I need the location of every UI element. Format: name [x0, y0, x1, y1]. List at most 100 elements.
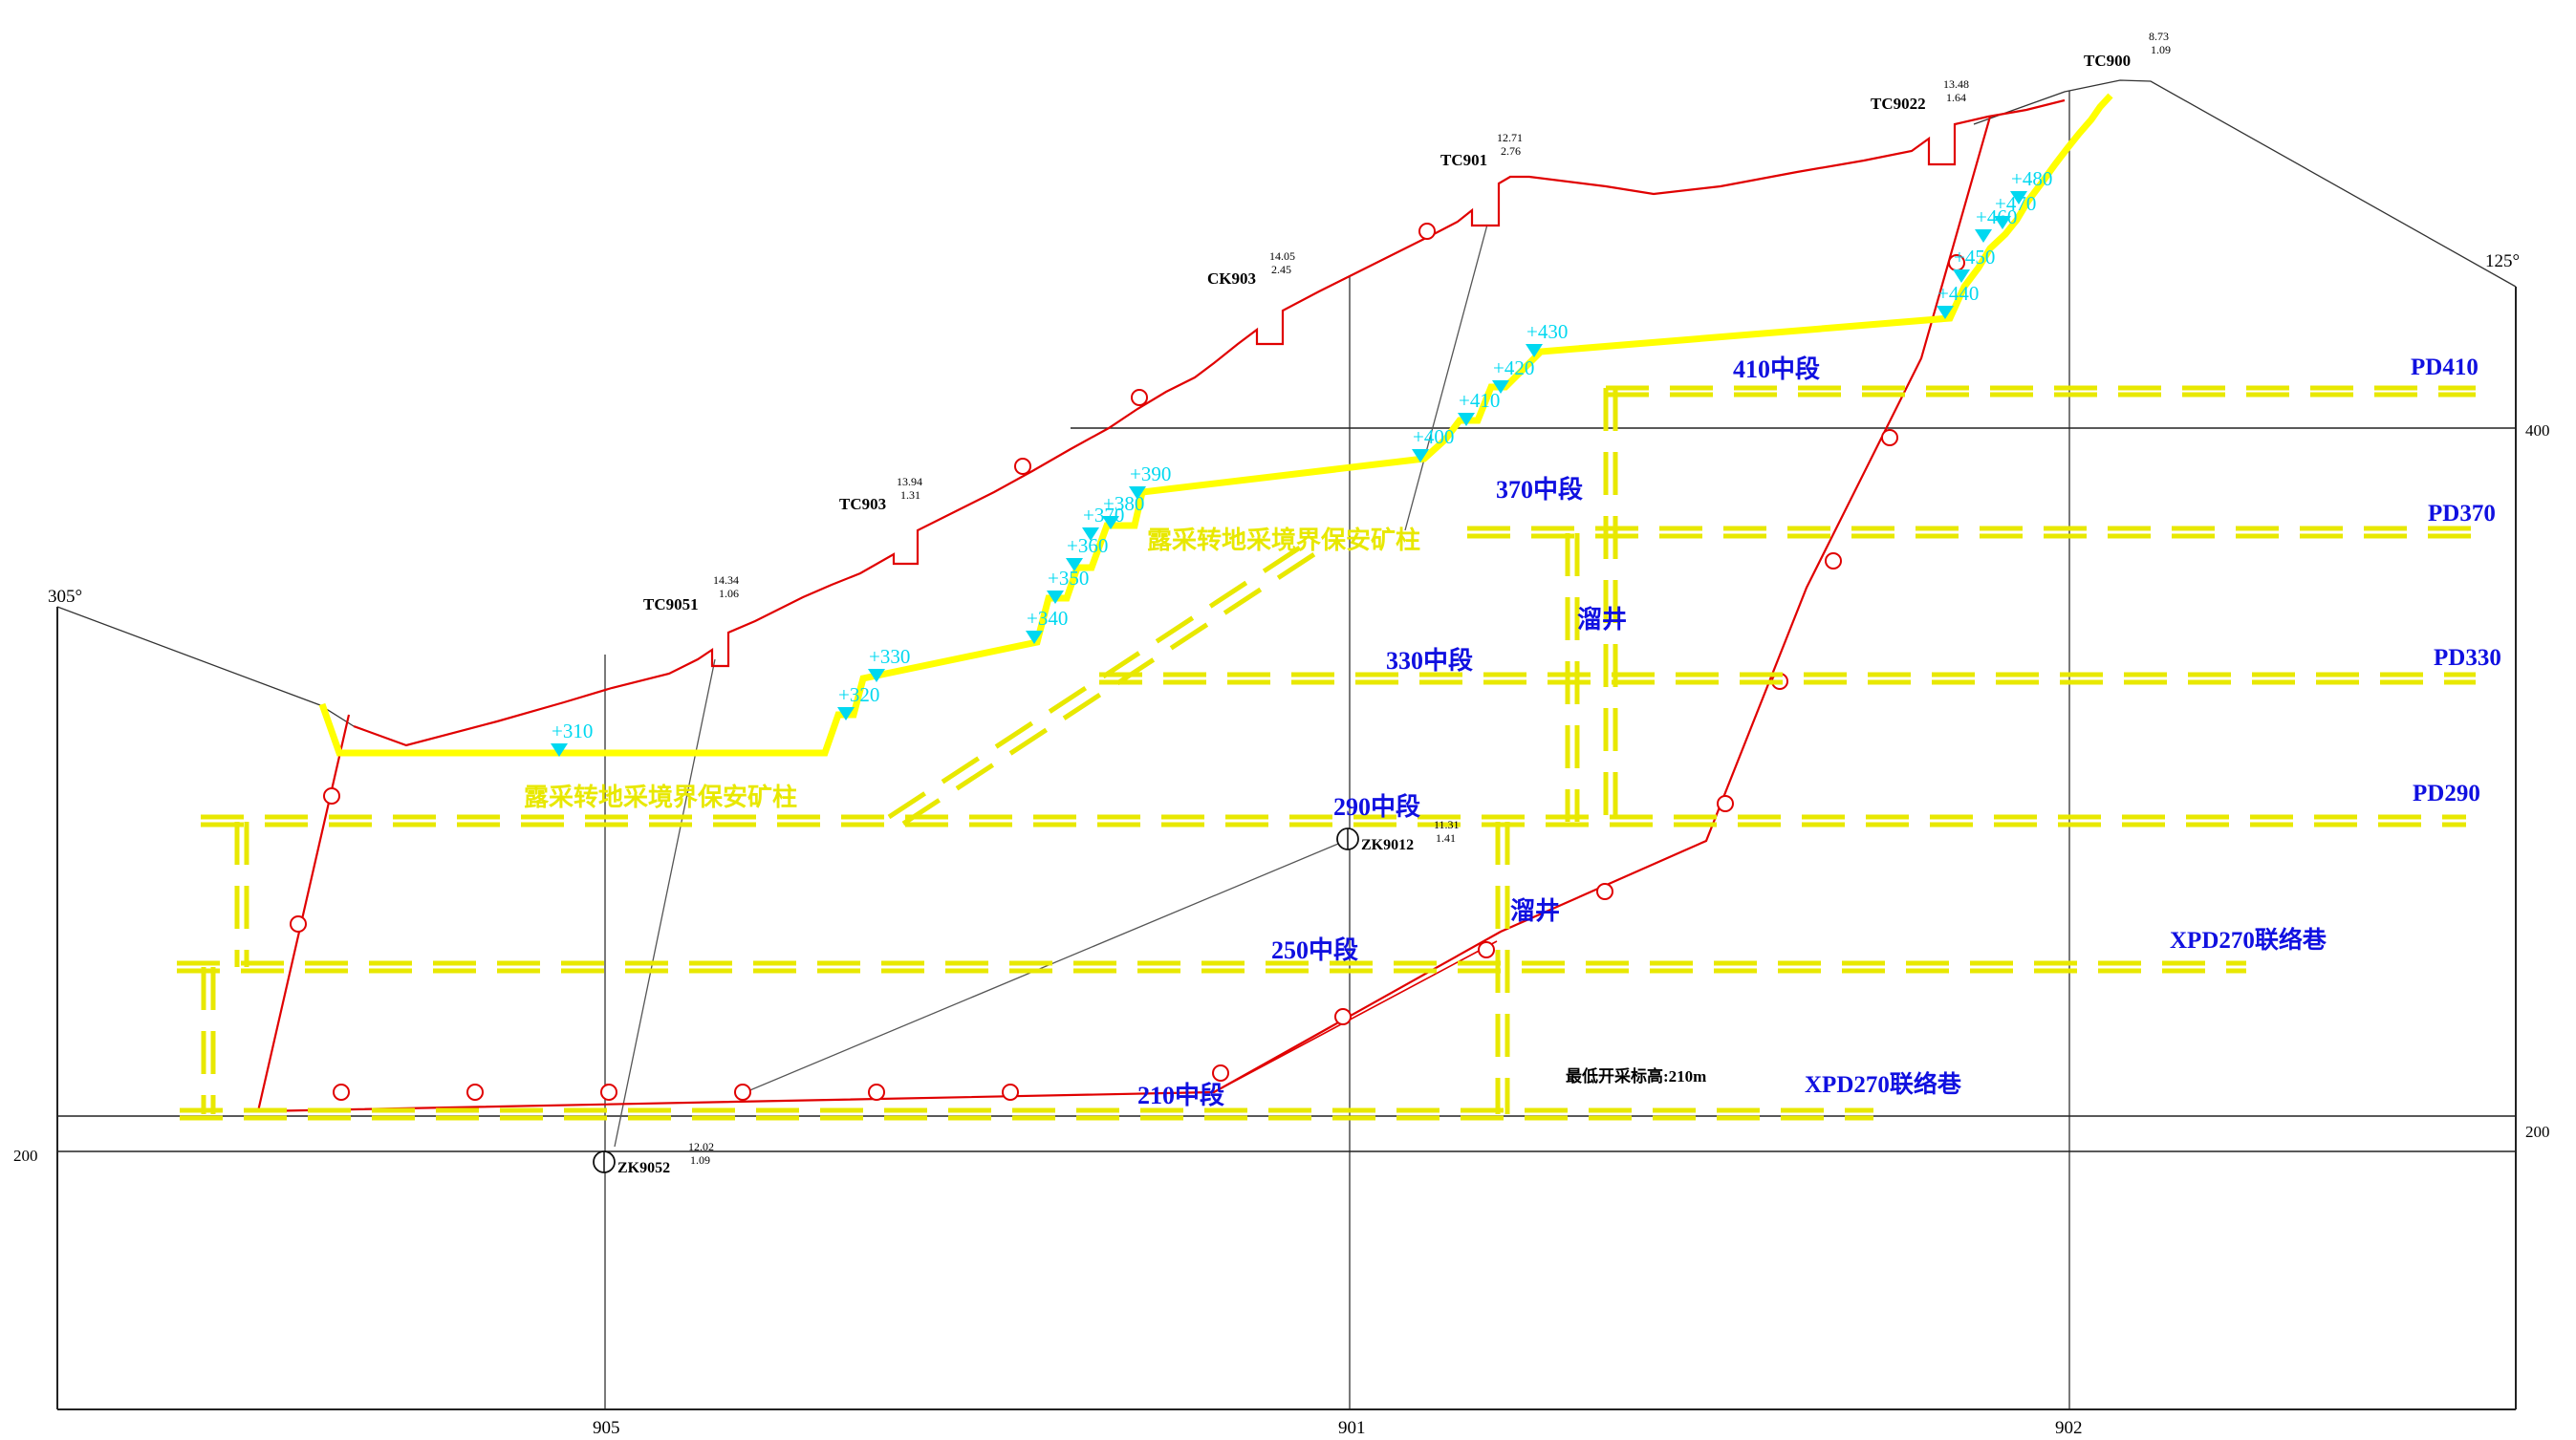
bench-triangle-icon: [2010, 191, 2027, 204]
bench-label: +360: [1067, 534, 1108, 557]
bench-triangle-icon: [1975, 229, 1992, 243]
sample-point: [323, 787, 340, 805]
grade-value: 13.94: [897, 475, 922, 488]
bench-label: +450: [1954, 246, 1995, 269]
sample-point: [1002, 1084, 1019, 1101]
bench-triangle-icon: [1082, 527, 1099, 541]
drillhole-id: TC901: [1440, 151, 1487, 169]
zk9012-collar: [1336, 827, 1359, 850]
drillhole-id: TC9022: [1871, 95, 1926, 113]
thickness-value: 1.09: [690, 1153, 710, 1167]
sample-points: [290, 223, 1965, 1101]
drill-trace-zk9012: [740, 838, 1351, 1095]
sample-point: [1596, 883, 1613, 900]
sample-point: [868, 1084, 885, 1101]
topography-right-gray: [1973, 79, 2517, 288]
thickness-value: 1.31: [900, 488, 920, 502]
thickness-value: 1.09: [2151, 43, 2171, 56]
dashed-workings: [177, 385, 2476, 1121]
bench-label: +370: [1083, 504, 1124, 527]
drillhole-id: CK903: [1207, 269, 1256, 288]
sample-point: [1478, 941, 1495, 958]
adit-label-pd290: PD290: [2413, 781, 2480, 806]
bench-label: +340: [1027, 607, 1068, 630]
elevation-label-200-right: 200: [2525, 1123, 2550, 1141]
bench-triangle-icon: [1129, 486, 1146, 500]
adit-label-xpd270-lower: XPD270联络巷: [1805, 1070, 1962, 1098]
bench-marker: +390: [1129, 462, 1171, 500]
bench-triangle-icon: [1526, 344, 1543, 357]
adit-label-pd410: PD410: [2411, 355, 2479, 380]
bench-triangle-icon: [1953, 269, 1970, 283]
sample-point: [290, 915, 307, 933]
bench-label: +320: [838, 683, 879, 706]
bench-triangle-icon: [1994, 216, 2011, 229]
sample-point: [333, 1084, 350, 1101]
bench-label: +400: [1413, 425, 1454, 448]
level-label-330: 330中段: [1386, 646, 1473, 675]
bench-label: +390: [1130, 462, 1171, 485]
bench-marker: +420: [1492, 356, 1534, 394]
bench-marker: +350: [1047, 567, 1089, 604]
azimuth-right: 125°: [2485, 251, 2520, 271]
drift-210: [1213, 940, 1498, 1093]
section-label-901: 901: [1338, 1418, 1366, 1438]
bench-label: +410: [1459, 389, 1500, 412]
bench-label: +440: [1937, 282, 1979, 305]
bench-marker: +410: [1458, 389, 1500, 426]
azimuth-left: 305°: [48, 587, 82, 607]
drillhole-tc9051: TC9051 14.34 1.06: [643, 573, 739, 613]
drillhole-tc901: TC901 12.71 2.76: [1440, 131, 1523, 169]
bench-marker: +450: [1953, 246, 1995, 283]
drillhole-zk9052: ZK9052 12.02 1.09: [617, 1140, 714, 1176]
bench-label: +310: [552, 720, 593, 742]
level-label-250: 250中段: [1271, 935, 1358, 964]
bench-marker: +400: [1412, 425, 1454, 462]
section-label-902: 902: [2055, 1418, 2083, 1438]
grade-value: 11.31: [1434, 818, 1460, 831]
bench-triangle-icon: [837, 707, 855, 720]
bench-label: +480: [2011, 167, 2052, 190]
open-pit-boundary: [318, 93, 2113, 757]
bench-triangle-icon: [1492, 380, 1509, 394]
ore-pass-label-lower: 溜井: [1510, 896, 1560, 925]
drillhole-zk9012: ZK9012 11.31 1.41: [1361, 818, 1460, 853]
ore-pass-label-upper: 溜井: [1577, 605, 1627, 634]
thickness-value: 2.45: [1271, 263, 1291, 276]
grade-value: 12.02: [688, 1140, 714, 1153]
elevation-label-200-left: 200: [13, 1147, 38, 1165]
bench-marker: +360: [1066, 534, 1108, 571]
drillhole-tc9022: TC9022 13.48 1.64: [1871, 77, 1969, 113]
bench-marker: +370: [1082, 504, 1124, 541]
drillhole-ck903: CK903 14.05 2.45: [1207, 249, 1295, 288]
level-label-410: 410中段: [1733, 355, 1820, 383]
sample-point: [1014, 458, 1031, 475]
sample-point: [1212, 1064, 1229, 1082]
bench-marker: +480: [2010, 167, 2052, 204]
bench-triangle-icon: [1047, 591, 1064, 604]
grade-value: 14.34: [713, 573, 739, 587]
pillar-label-lower: 露采转地采境界保安矿柱: [524, 783, 797, 811]
bench-marker: +330: [868, 645, 910, 682]
adit-label-pd330: PD330: [2434, 645, 2501, 671]
bench-markers: +310+320+330+340+350+360+370+380+390+400…: [551, 167, 2052, 757]
bench-triangle-icon: [1066, 558, 1083, 571]
bench-triangle-icon: [1937, 306, 1954, 319]
drillhole-id: TC9051: [643, 595, 699, 613]
bench-label: +350: [1048, 567, 1089, 590]
zk9052-collar: [593, 1150, 616, 1173]
adit-label-xpd270-upper: XPD270联络巷: [2170, 926, 2327, 954]
drill-trace-tc901: [1404, 224, 1488, 531]
sample-point: [600, 1084, 617, 1101]
sample-point: [1334, 1008, 1352, 1025]
sample-point: [466, 1084, 484, 1101]
thickness-value: 1.41: [1436, 831, 1456, 845]
drillhole-id: ZK9012: [1361, 837, 1414, 853]
topography-left-gray: [56, 606, 355, 727]
drillhole-tc903: TC903 13.94 1.31: [839, 475, 922, 513]
pillar-label-upper: 露采转地采境界保安矿柱: [1147, 526, 1420, 554]
thickness-value: 1.06: [719, 587, 739, 600]
bench-label: +430: [1526, 320, 1568, 343]
bench-marker: +320: [837, 683, 879, 720]
